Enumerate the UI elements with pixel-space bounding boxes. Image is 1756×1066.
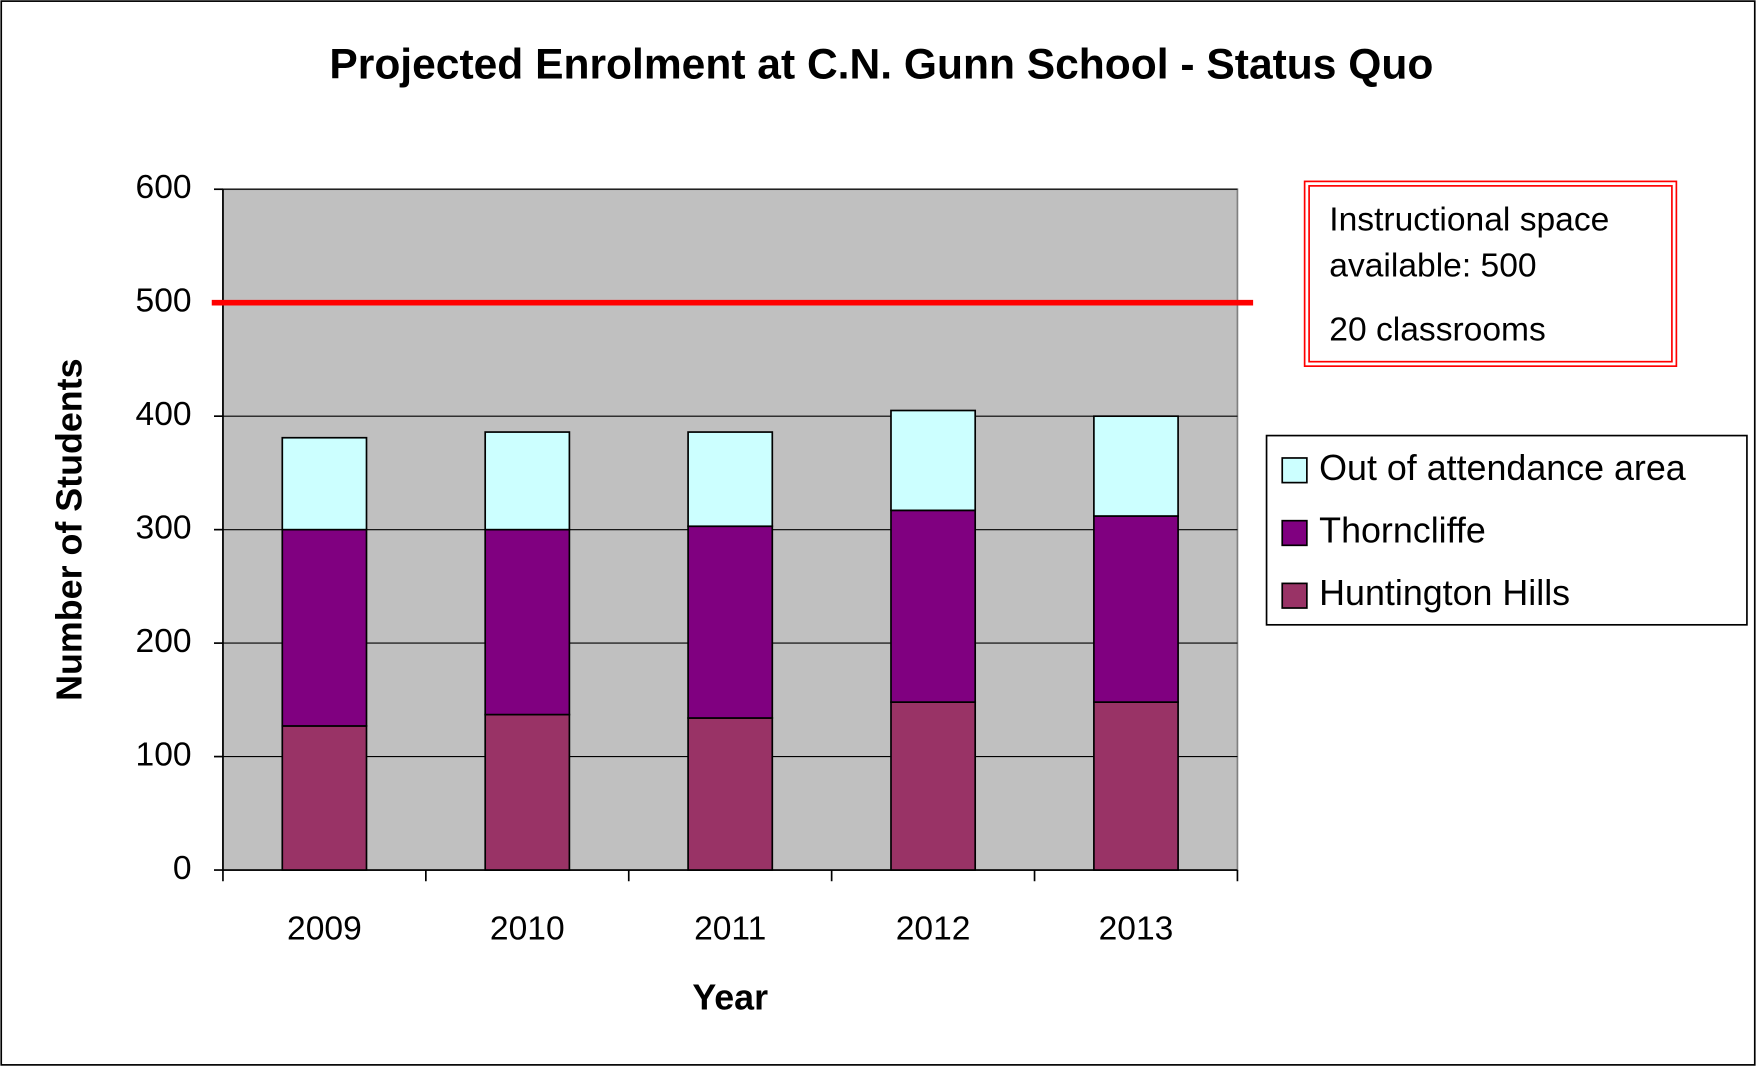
legend-label: Huntington Hills (1319, 573, 1570, 613)
x-tick-label: 2010 (490, 910, 565, 947)
legend-swatch (1281, 519, 1308, 547)
bar-segment (484, 713, 571, 871)
annotation-text: Instructional space available: 500 20 cl… (1329, 197, 1665, 353)
annotation-box (1308, 185, 1673, 363)
x-tick-label: 2011 (694, 910, 766, 947)
y-tick-label: 600 (136, 169, 192, 206)
annotation-line: Instructional space available: 500 (1329, 201, 1610, 285)
y-tick-label: 100 (136, 736, 192, 773)
x-tick-label: 2009 (287, 910, 362, 947)
bar-segment (1093, 701, 1179, 871)
legend-label: Thorncliffe (1319, 510, 1486, 550)
bar-segment (484, 528, 571, 716)
x-tick-label: 2012 (896, 910, 971, 947)
bar-segment (281, 436, 368, 531)
legend-swatch (1281, 457, 1308, 484)
bar-segment (1093, 515, 1179, 703)
bar-segment (890, 409, 977, 512)
bar-segment (1093, 415, 1179, 517)
bar-segment (890, 509, 977, 703)
bar-segment (687, 717, 774, 871)
bar-segment (687, 525, 774, 719)
annotation: Instructional space available: 500 20 cl… (1329, 197, 1665, 353)
bar-segment (687, 431, 774, 528)
chart-title: Projected Enrolment at C.N. Gunn School … (329, 40, 1433, 88)
y-tick-label: 0 (173, 850, 192, 887)
y-axis-title: Number of Students (49, 358, 89, 700)
x-axis-title: Year (692, 977, 768, 1017)
legend-box (1265, 434, 1748, 626)
legend-label: Out of attendance area (1319, 448, 1686, 488)
bar-segment (281, 725, 368, 871)
x-tick-label: 2013 (1099, 910, 1174, 947)
bar-segment (484, 431, 571, 531)
y-tick-label: 300 (136, 510, 192, 547)
y-tick-label: 200 (136, 623, 192, 660)
annotation-line: 20 classrooms (1329, 311, 1546, 349)
y-tick-label: 500 (136, 283, 192, 320)
y-tick-label: 400 (136, 396, 192, 433)
bar-segment (890, 701, 977, 871)
bar-segment (281, 528, 368, 727)
annotation-border (1303, 180, 1678, 367)
legend-swatch (1281, 582, 1308, 609)
